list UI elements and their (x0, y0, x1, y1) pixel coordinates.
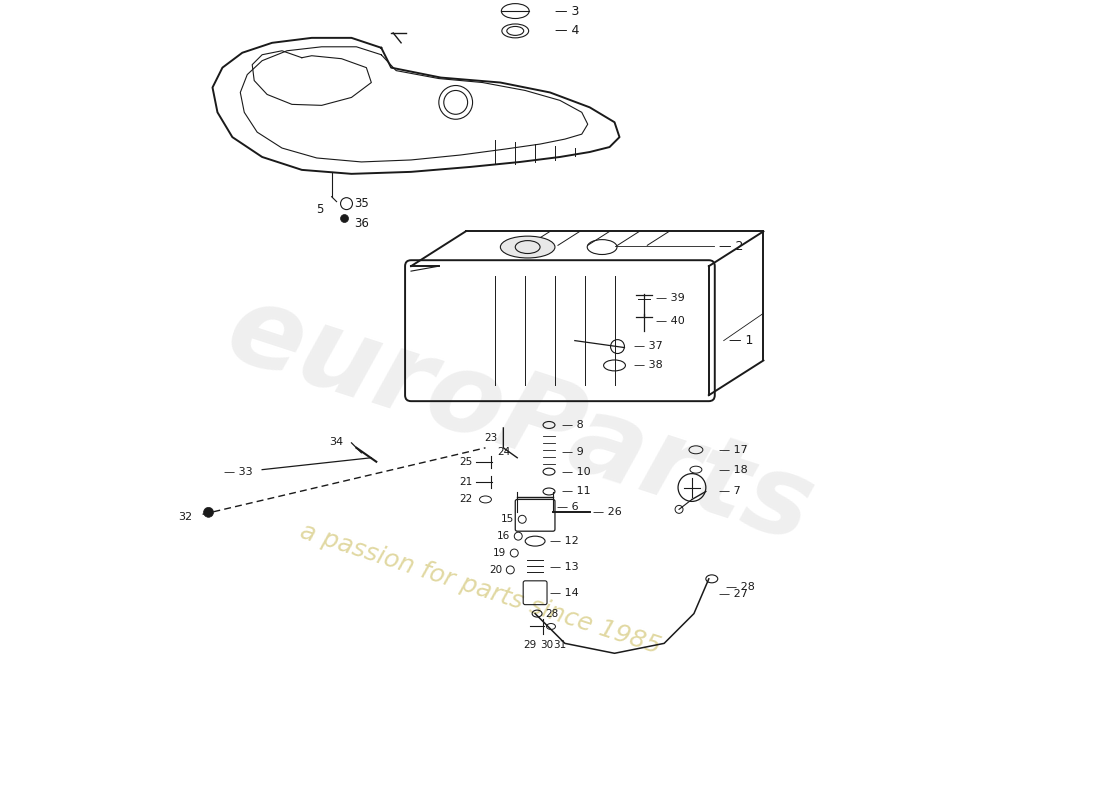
Text: — 6: — 6 (557, 502, 579, 512)
Text: a passion for parts since 1985: a passion for parts since 1985 (297, 519, 664, 658)
Text: — 26: — 26 (593, 507, 622, 518)
Text: 28: 28 (544, 609, 559, 618)
Text: — 33: — 33 (223, 466, 252, 477)
Text: — 4: — 4 (556, 25, 580, 38)
Text: 29: 29 (524, 640, 537, 650)
Text: — 18: — 18 (718, 465, 748, 474)
Text: 23: 23 (484, 433, 497, 443)
Text: 25: 25 (460, 457, 473, 466)
Text: 31: 31 (553, 640, 566, 650)
Text: — 1: — 1 (728, 334, 754, 347)
Text: 24: 24 (497, 446, 510, 457)
Ellipse shape (500, 236, 556, 258)
Text: — 27: — 27 (718, 589, 748, 598)
Text: 34: 34 (329, 437, 343, 447)
Text: — 12: — 12 (550, 536, 579, 546)
Text: — 40: — 40 (657, 316, 685, 326)
Text: 22: 22 (460, 494, 473, 505)
Text: — 11: — 11 (562, 486, 591, 497)
Text: 35: 35 (354, 197, 370, 210)
Text: — 14: — 14 (550, 588, 579, 598)
Text: — 8: — 8 (562, 420, 584, 430)
Text: 30: 30 (540, 640, 553, 650)
Text: — 39: — 39 (657, 293, 685, 303)
Circle shape (341, 214, 349, 222)
Text: — 2: — 2 (718, 240, 744, 253)
Circle shape (204, 507, 213, 518)
Text: 19: 19 (493, 548, 506, 558)
Text: 15: 15 (500, 514, 515, 524)
Text: euroParts: euroParts (214, 275, 826, 565)
Text: — 28: — 28 (726, 582, 755, 592)
Text: — 10: — 10 (562, 466, 591, 477)
Text: — 9: — 9 (562, 446, 584, 457)
Text: — 37: — 37 (635, 341, 663, 350)
Text: — 7: — 7 (718, 486, 740, 497)
Text: — 38: — 38 (635, 361, 663, 370)
Text: 21: 21 (460, 477, 473, 486)
Text: 36: 36 (354, 217, 370, 230)
Text: — 3: — 3 (556, 5, 580, 18)
Text: — 13: — 13 (550, 562, 579, 572)
Text: 32: 32 (178, 512, 192, 522)
Text: — 17: — 17 (718, 445, 748, 455)
Text: 16: 16 (497, 531, 510, 541)
Text: 20: 20 (490, 565, 503, 575)
Text: 5: 5 (317, 202, 323, 216)
